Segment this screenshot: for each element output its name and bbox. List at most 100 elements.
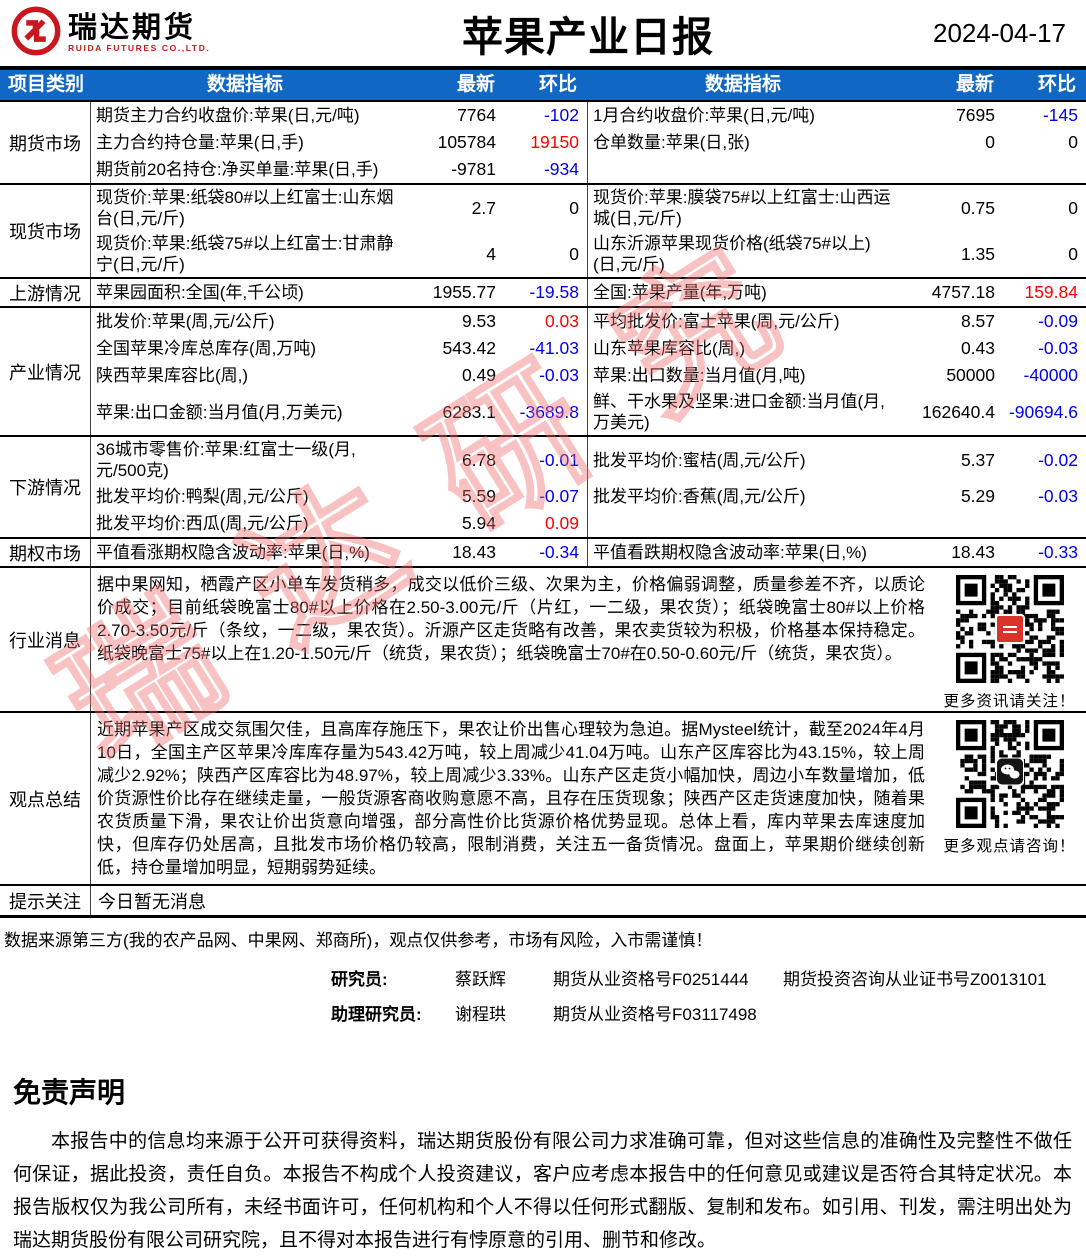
latest-value: 50000 — [946, 365, 995, 385]
researcher-cert: 期货从业资格号F0251444 — [553, 970, 749, 989]
data-table: 期货市场 期货主力合约收盘价:苹果(日,元/吨) 7764 -102 1月合约收盘价:苹… — [0, 100, 1086, 566]
assistant-name: 谢程珙 — [455, 1005, 506, 1024]
latest-value: 4757.18 — [931, 282, 995, 302]
latest-value: 0.49 — [461, 365, 496, 385]
change-value: 19150 — [530, 132, 579, 152]
col-indicator-right: 数据指标 — [704, 74, 781, 95]
summary-text: 近期苹果产区成交氛围欠佳，且高库存施压下，果农让价出售心理较为急迫。据Myste… — [97, 720, 925, 877]
disclaimer-heading: 免责声明 — [13, 1077, 126, 1108]
latest-value: 8.57 — [960, 311, 995, 331]
col-latest-left: 最新 — [456, 74, 495, 95]
change-value: -0.09 — [1038, 311, 1078, 331]
indicator-label: 全国苹果冷库总库存(周,万吨) — [96, 339, 317, 358]
brand-name: 瑞达期货 — [68, 12, 197, 44]
latest-value: 2.7 — [471, 197, 496, 218]
indicator-label: 现货价:苹果:膜袋75#以上红富士:山西运城(日,元/斤) — [593, 188, 891, 228]
section-notice: 提示关注 今日暂无消息 — [0, 884, 1086, 918]
indicator-label: 陕西苹果库容比(周,) — [96, 366, 249, 385]
latest-value: 18.43 — [452, 542, 496, 562]
latest-value: 6283.1 — [442, 401, 496, 422]
latest-value: 6.78 — [461, 449, 496, 470]
change-value: -0.01 — [539, 449, 579, 470]
change-value: -145 — [1042, 105, 1078, 125]
indicator-label: 批发价:苹果(周,元/公斤) — [96, 312, 275, 331]
researcher-name: 蔡跃辉 — [455, 970, 506, 989]
col-category: 项目类别 — [8, 74, 85, 95]
latest-value: 105784 — [437, 132, 496, 152]
section-spot-market: 现货市场 现货价:苹果:纸袋80#以上红富士:山东烟台(日,元/斤) 2.7 0 现货价… — [0, 183, 1086, 277]
change-value: -0.03 — [539, 365, 579, 385]
change-value: -0.02 — [1038, 449, 1078, 470]
indicator-label: 苹果:出口金额:当月值(月,万美元) — [96, 402, 343, 422]
indicator-label: 批发平均价:西瓜(周,元/公斤) — [96, 514, 309, 533]
indicator-label: 平值看涨期权隐含波动率:苹果(日,%) — [96, 543, 370, 562]
latest-value: 18.43 — [951, 542, 995, 562]
col-change-right: 环比 — [1037, 74, 1076, 95]
logo-icon — [10, 5, 62, 62]
table-header-row: 项目类别 数据指标 最新 环比 数据指标 最新 环比 — [0, 66, 1086, 100]
indicator-label: 批发平均价:香蕉(周,元/公斤) — [593, 487, 806, 506]
category-cell: 观点总结 — [9, 789, 81, 810]
change-value: 0.03 — [544, 311, 579, 331]
change-value: 0 — [569, 243, 579, 264]
indicator-label: 批发平均价:蜜桔(周,元/公斤) — [593, 450, 806, 470]
category-cell: 上游情况 — [9, 283, 81, 304]
indicator-label: 平值看跌期权隐含波动率:苹果(日,%) — [593, 543, 867, 562]
change-value: 159.84 — [1024, 282, 1078, 302]
change-value: 0 — [1068, 132, 1078, 152]
indicator-label: 全国:苹果产量(年,万吨) — [593, 283, 767, 302]
change-value: -3689.8 — [519, 401, 579, 422]
col-change-left: 环比 — [538, 74, 577, 95]
indicator-label: 期货主力合约收盘价:苹果(日,元/吨) — [96, 106, 360, 125]
wechat-icon — [994, 756, 1025, 791]
indicator-label: 山东沂源苹果现货价格(纸袋75#以上)(日,元/斤) — [593, 234, 871, 274]
category-cell: 产业情况 — [9, 362, 81, 383]
disclaimer-body: 本报告中的信息均来源于公开可获得资料，瑞达期货股份有限公司力求准确可靠，但对这些… — [13, 1131, 1072, 1251]
indicator-label: 仓单数量:苹果(日,张) — [593, 133, 750, 152]
news-text: 据中果网知，栖霞产区小单车发货稍多，成交以低价三级、次果为主，价格偏弱调整，质量… — [97, 575, 925, 663]
change-value: -0.33 — [1038, 542, 1078, 562]
qrcode-follow — [955, 575, 1064, 688]
qr-caption: 更多观点请咨询！ — [943, 838, 1076, 855]
notice-text: 今日暂无消息 — [98, 891, 206, 912]
latest-value: 9.53 — [461, 311, 496, 331]
latest-value: 0.75 — [960, 197, 995, 218]
col-latest-right: 最新 — [955, 74, 994, 95]
brand-subtitle: RUIDA FUTURES CO.,LTD. — [68, 43, 211, 53]
indicator-label: 1月合约收盘价:苹果(日,元/吨) — [593, 106, 815, 125]
latest-value: 162640.4 — [922, 401, 995, 422]
source-note: 数据来源第三方(我的农产品网、中果网、郑商所)，观点仅供参考，市场有风险，入市需… — [4, 931, 713, 950]
category-cell: 现货市场 — [9, 222, 81, 242]
category-cell: 提示关注 — [9, 891, 81, 912]
change-value: -19.58 — [529, 282, 579, 302]
section-industry: 产业情况 批发价:苹果(周,元/公斤) 9.53 0.03 平均批发价:富士苹果(周,元… — [0, 306, 1086, 435]
latest-value: 7695 — [956, 105, 995, 125]
summary-qr-box: 更多观点请咨询！ — [933, 713, 1086, 884]
report-date: 2024-04-17 — [933, 17, 1066, 48]
latest-value: 1955.77 — [432, 282, 496, 302]
change-value: -0.03 — [1038, 338, 1078, 358]
latest-value: 4 — [486, 243, 496, 264]
researcher-label: 研究员: — [331, 970, 388, 989]
latest-value: 5.37 — [960, 449, 995, 470]
latest-value: 1.35 — [960, 243, 995, 264]
qr-caption: 更多资讯请关注！ — [943, 693, 1076, 710]
indicator-label: 36城市零售价:苹果:红富士一级(月,元/500克) — [96, 440, 356, 480]
section-viewpoint-summary: 观点总结 近期苹果产区成交氛围欠佳，且高库存施压下，果农让价出售心理较为急迫。据… — [0, 711, 1086, 884]
category-cell: 期货市场 — [9, 133, 81, 154]
assistant-cert: 期货从业资格号F03117498 — [553, 1005, 757, 1024]
col-indicator-left: 数据指标 — [206, 74, 283, 95]
latest-value: 5.94 — [461, 513, 496, 533]
change-value: 0.09 — [544, 513, 579, 533]
indicator-label: 主力合约持仓量:苹果(日,手) — [96, 133, 304, 152]
change-value: -41.03 — [529, 338, 579, 358]
latest-value: 5.59 — [461, 486, 496, 506]
report-header: 瑞达期货 RUIDA FUTURES CO.,LTD. 苹果产业日报 2024-… — [0, 0, 1086, 64]
indicator-label: 平均批发价:富士苹果(周,元/公斤) — [593, 312, 840, 331]
latest-value: -9781 — [451, 159, 496, 179]
change-value: -0.34 — [539, 542, 579, 562]
indicator-label: 批发平均价:鸭梨(周,元/公斤) — [96, 487, 309, 506]
category-cell: 行业消息 — [9, 630, 81, 651]
section-upstream: 上游情况 苹果园面积:全国(年,千公顷) 1955.77 -19.58 全国:苹果产量(… — [0, 277, 1086, 306]
latest-value: 543.42 — [442, 338, 496, 358]
